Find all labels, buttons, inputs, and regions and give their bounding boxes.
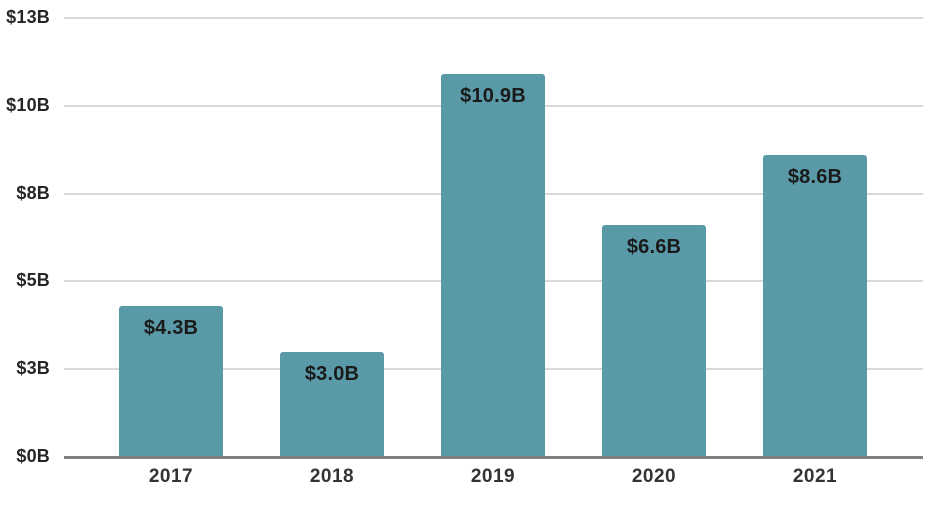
y-tick-label: $8B	[16, 182, 50, 203]
y-tick-label: $5B	[16, 270, 50, 291]
x-tick-label: 2017	[148, 466, 194, 487]
y-tick-label: $0B	[16, 446, 50, 466]
x-tick-label: 2018	[309, 466, 355, 487]
bar	[441, 74, 545, 457]
x-tick-label: 2020	[631, 466, 677, 487]
x-tick-label: 2021	[792, 466, 838, 487]
bar-value-label: $10.9B	[460, 85, 526, 108]
bar-value-label: $6.6B	[626, 236, 682, 259]
bar-value-label: $8.6B	[787, 165, 843, 188]
y-tick-label: $10B	[6, 94, 50, 115]
bar-value-label: $3.0B	[304, 362, 360, 385]
gridline	[64, 17, 923, 19]
bar	[280, 351, 384, 457]
x-axis-line	[64, 456, 923, 459]
bar	[602, 225, 706, 457]
bar	[763, 154, 867, 457]
x-tick-label: 2019	[470, 466, 516, 487]
bar	[119, 305, 223, 457]
y-tick-label: $13B	[6, 7, 50, 27]
bar-value-label: $4.3B	[143, 316, 199, 339]
y-tick-label: $3B	[16, 358, 50, 379]
